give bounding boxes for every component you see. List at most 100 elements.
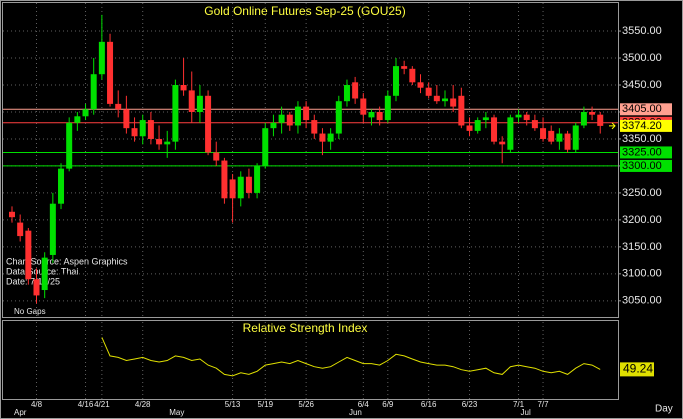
axis-layer: 3050.00 3100.00 3150.00 3200.00 3250.00 3300.… <box>14 25 662 417</box>
candle-body <box>352 82 359 99</box>
candle-body <box>442 98 449 102</box>
candle-body <box>205 95 212 153</box>
candle-body <box>139 120 146 137</box>
candle-body <box>564 133 571 150</box>
candle-body <box>90 74 97 110</box>
note: Date: 7/16/25 <box>6 276 60 286</box>
candle-body <box>33 279 40 296</box>
level-box <box>620 146 672 159</box>
candle-body <box>180 85 187 91</box>
candle-body <box>237 176 244 199</box>
x-tick-label: 5/13 <box>225 400 241 409</box>
level-box <box>620 103 672 116</box>
candle-body <box>531 120 538 129</box>
candle-body <box>74 116 81 123</box>
last-price-arrow <box>609 122 616 130</box>
candle-body <box>262 128 269 166</box>
level-label: 3325.00 <box>622 146 662 158</box>
y-tick-label: 3350.00 <box>622 133 662 145</box>
level-layer <box>3 108 618 167</box>
x-tick-label: 4/21 <box>94 400 110 409</box>
y-tick-label: 3200.00 <box>622 214 662 226</box>
x-tick-label: 7/1 <box>513 400 525 409</box>
chart-title: Gold Online Futures Sep-25 (GOU25) <box>204 4 405 18</box>
x-tick-label: 6/16 <box>421 400 437 409</box>
candle-body <box>123 109 130 129</box>
candle-body <box>548 130 555 142</box>
indicator-title: Relative Strength Index <box>243 321 368 335</box>
price-panel-frame <box>2 2 619 318</box>
month-label: May <box>169 408 184 417</box>
candle-body <box>515 114 522 118</box>
note: Chart Source: Aspen Graphics <box>6 256 128 266</box>
gaps-note: No Gaps <box>14 307 46 316</box>
candle-body <box>482 117 489 121</box>
candle-body <box>98 41 105 75</box>
candle-body <box>311 120 318 134</box>
candle-body <box>254 165 261 193</box>
level-box <box>620 159 672 172</box>
candle-body <box>49 203 56 255</box>
candle-body <box>294 106 301 126</box>
candle-body <box>409 68 416 83</box>
x-tick-label: 5/26 <box>298 400 314 409</box>
candle-body <box>474 120 481 131</box>
candle-body <box>433 95 440 102</box>
candle-body <box>523 114 530 121</box>
level-label: 3405.00 <box>622 103 662 115</box>
candle-body <box>458 95 465 126</box>
candle-body <box>556 133 563 142</box>
candle-body <box>41 257 48 291</box>
candle-body <box>417 82 424 88</box>
y-tick-label: 3450.00 <box>622 79 662 91</box>
candle-body <box>156 138 163 145</box>
candle-body <box>66 122 73 169</box>
month-label: Jul <box>521 408 531 417</box>
y-tick-label: 3500.00 <box>622 52 662 64</box>
candle-body <box>466 125 473 131</box>
candle-body <box>147 120 154 139</box>
y-tick-label: 3250.00 <box>622 187 662 199</box>
x-tick-label: 6/4 <box>358 400 370 409</box>
x-tick-label: 7/7 <box>537 400 549 409</box>
candle-body <box>82 109 89 117</box>
x-tick-label: 4/8 <box>31 400 43 409</box>
candle-body <box>245 176 252 193</box>
candle-body <box>286 114 293 126</box>
x-tick-label: 4/16 <box>78 400 94 409</box>
level-label: 3300.00 <box>622 160 662 172</box>
candle-body <box>425 87 432 96</box>
rsi-line <box>101 337 601 377</box>
month-label: Jun <box>349 408 362 417</box>
candle-body <box>327 133 334 142</box>
candle-body <box>213 152 220 161</box>
candle-body <box>343 85 350 102</box>
candle-body <box>270 122 277 129</box>
candle-body <box>499 141 506 145</box>
candle-body <box>507 117 514 150</box>
candle-body <box>17 222 24 237</box>
last-price-box <box>620 119 672 132</box>
candle-body <box>491 117 498 142</box>
candle-body <box>115 103 122 110</box>
candle-body <box>278 114 285 123</box>
y-tick-label: 3100.00 <box>622 268 662 280</box>
candle-layer <box>9 14 604 304</box>
candle-body <box>572 125 579 150</box>
x-tick-label: 5/19 <box>257 400 273 409</box>
candle-body <box>107 41 114 104</box>
x-tick-label: 4/28 <box>135 400 151 409</box>
rsi-panel-frame <box>2 320 619 400</box>
y-tick-label: 3050.00 <box>622 295 662 307</box>
candle-body <box>589 111 596 115</box>
candle-body <box>9 211 15 218</box>
y-tick-label: 3550.00 <box>622 25 662 37</box>
candle-body <box>401 66 408 69</box>
candle-body <box>335 101 342 134</box>
y-tick-label: 3150.00 <box>622 241 662 253</box>
candle-body <box>25 230 32 280</box>
last-price-label: 3374.20 <box>622 120 662 132</box>
candle-body <box>131 128 138 137</box>
candle-body <box>196 95 203 112</box>
